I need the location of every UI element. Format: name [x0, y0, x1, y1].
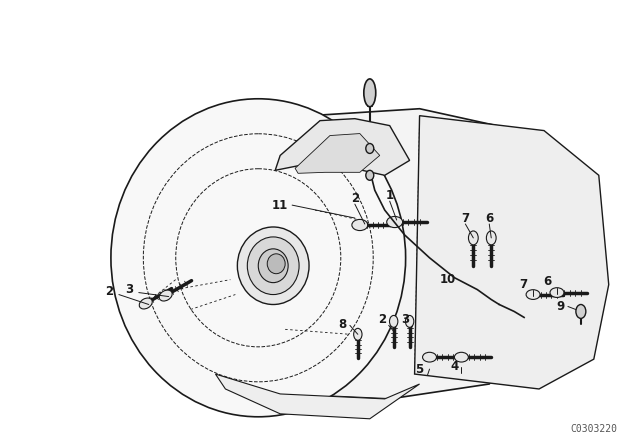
Ellipse shape [159, 290, 172, 301]
Text: 8: 8 [338, 318, 346, 331]
Polygon shape [415, 116, 609, 389]
Ellipse shape [259, 249, 288, 283]
Text: 3: 3 [125, 283, 133, 296]
Ellipse shape [454, 352, 468, 362]
Ellipse shape [422, 352, 436, 362]
Text: 2: 2 [351, 192, 359, 205]
Text: C0303220: C0303220 [570, 424, 618, 434]
Polygon shape [216, 374, 420, 419]
Ellipse shape [354, 328, 362, 340]
Text: 4: 4 [451, 360, 458, 373]
Text: 9: 9 [557, 300, 565, 313]
Ellipse shape [268, 254, 285, 274]
Ellipse shape [352, 220, 368, 231]
Polygon shape [156, 109, 544, 399]
Ellipse shape [366, 170, 374, 180]
Text: 3: 3 [401, 313, 410, 326]
Text: 11: 11 [272, 198, 288, 211]
Text: 10: 10 [439, 273, 456, 286]
Text: 6: 6 [543, 275, 551, 288]
Ellipse shape [468, 231, 478, 245]
Text: 2: 2 [105, 285, 113, 298]
Ellipse shape [550, 288, 564, 297]
Text: 7: 7 [461, 211, 469, 224]
Ellipse shape [364, 79, 376, 107]
Polygon shape [295, 134, 380, 173]
Ellipse shape [486, 231, 496, 245]
Polygon shape [275, 119, 410, 175]
Text: 2: 2 [378, 313, 386, 326]
Ellipse shape [237, 227, 309, 305]
Text: 1: 1 [386, 189, 394, 202]
Ellipse shape [247, 237, 299, 294]
Text: 7: 7 [519, 278, 527, 291]
Ellipse shape [576, 305, 586, 319]
Ellipse shape [387, 216, 403, 228]
Ellipse shape [390, 315, 398, 327]
Text: 5: 5 [415, 362, 424, 375]
Text: 6: 6 [485, 211, 493, 224]
Ellipse shape [140, 298, 152, 309]
Ellipse shape [405, 315, 414, 327]
Ellipse shape [366, 143, 374, 154]
Ellipse shape [111, 99, 406, 417]
Ellipse shape [526, 290, 540, 299]
